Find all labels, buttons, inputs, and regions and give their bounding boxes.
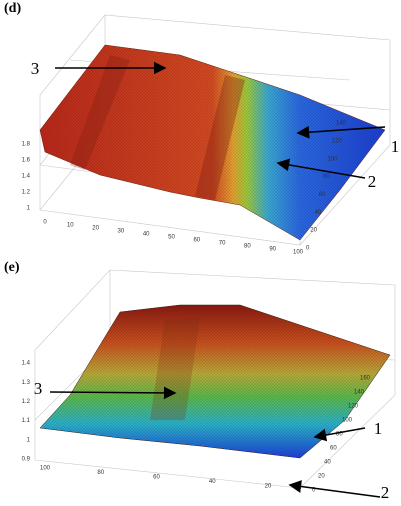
x-tick-label: 20 [265, 484, 272, 490]
x-tick-label: 60 [193, 238, 200, 244]
y-tick-label: 60 [330, 446, 337, 452]
x-tick-label: 40 [143, 232, 150, 238]
z-tick-label: 1.8 [22, 142, 31, 148]
x-tick-label: 30 [118, 229, 125, 235]
x-tick-label: 10 [67, 223, 74, 229]
z-tick-label: 1.4 [22, 361, 31, 367]
z-tick-label: 1.4 [22, 174, 31, 180]
y-tick-label: 100 [327, 156, 338, 162]
callout-label: 2 [368, 172, 377, 191]
x-tick-label: 80 [244, 244, 251, 250]
y-tick-label: 80 [336, 432, 343, 438]
callout-arrow [288, 480, 381, 498]
z-tick-label: 1 [27, 437, 31, 443]
y-tick-label: 100 [342, 418, 353, 424]
x-tick-label: 60 [153, 475, 160, 481]
x-tick-label: 0 [43, 220, 47, 226]
z-tick-label: 1.6 [22, 158, 31, 164]
y-tick-label: 0 [312, 488, 316, 494]
z-tick-label: 1.2 [22, 399, 31, 405]
callout-arrow [49, 386, 177, 400]
x-tick-label: 100 [293, 250, 304, 256]
x-tick-label: 40 [209, 479, 216, 485]
z-tick-label: 1.1 [22, 418, 31, 424]
x-tick-label: 70 [219, 241, 226, 247]
x-tick-label: 90 [269, 247, 276, 253]
x-tick-label: 80 [97, 470, 104, 476]
callout-label: 1 [391, 137, 400, 156]
x-tick-label: 20 [92, 226, 99, 232]
y-tick-label: 140 [354, 390, 365, 396]
callout-label: 1 [374, 419, 383, 438]
panel-label: (e) [4, 260, 20, 275]
x-tick-label: 100 [40, 466, 51, 472]
panel-label: (d) [4, 1, 21, 16]
y-tick-label: 40 [315, 210, 322, 216]
callout-label: 3 [34, 379, 43, 398]
y-tick-label: 120 [332, 138, 343, 144]
y-tick-label: 40 [324, 460, 331, 466]
y-tick-label: 20 [310, 228, 317, 234]
y-tick-label: 60 [319, 192, 326, 198]
callout-arrow [276, 158, 366, 179]
y-tick-label: 160 [360, 376, 371, 382]
y-tick-label: 0 [306, 246, 310, 252]
panel-e-plot [34, 269, 396, 489]
callout-arrow [313, 427, 366, 442]
z-tick-label: 1 [27, 206, 31, 212]
y-tick-label: 120 [348, 404, 359, 410]
panel-d-plot [39, 14, 391, 246]
z-tick-label: 1.2 [22, 190, 31, 196]
callout-label: 2 [381, 483, 390, 502]
callout-label: 3 [31, 59, 40, 78]
x-tick-label: 50 [168, 235, 175, 241]
y-tick-label: 140 [336, 121, 347, 127]
z-tick-label: 1.3 [22, 380, 31, 386]
y-tick-label: 20 [318, 474, 325, 480]
z-tick-label: 0.9 [22, 457, 31, 463]
callout-arrow [296, 125, 386, 139]
y-tick-label: 80 [323, 174, 330, 180]
